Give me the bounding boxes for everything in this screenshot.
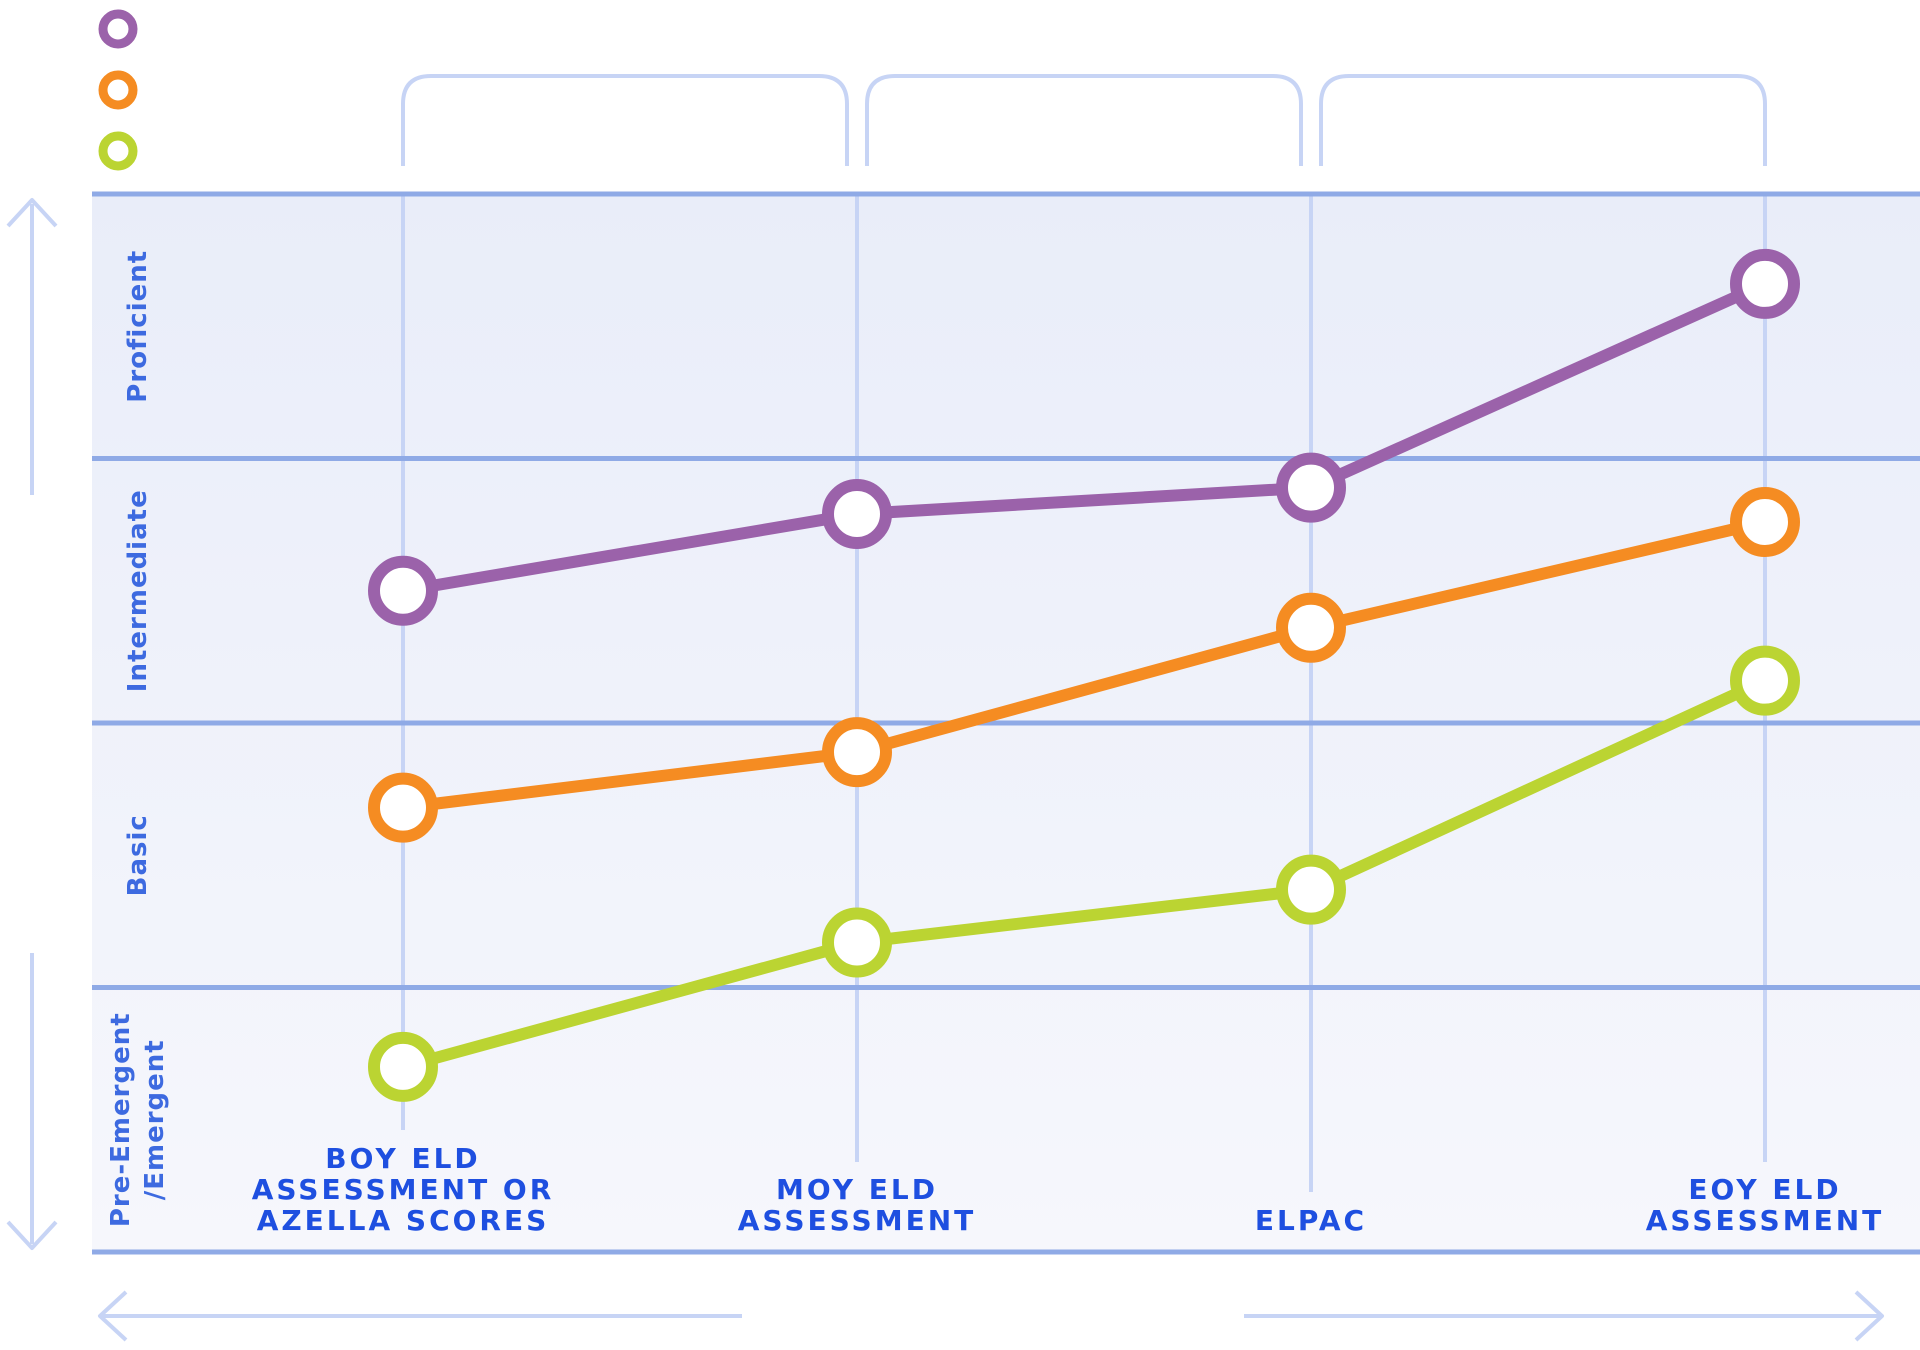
band-label-text: Proficient [123, 250, 153, 403]
series-3-point-3 [1276, 854, 1346, 925]
series-3-point-4 [1730, 645, 1800, 716]
category-label-text: BOY ELD [325, 1142, 480, 1175]
band-label-text: Intermediate [123, 489, 153, 692]
legend-marker-2 [98, 70, 138, 110]
band-label-text: Basic [123, 814, 153, 896]
category-label-text: MOY ELD [776, 1173, 938, 1206]
band-label-2: Basic [123, 814, 153, 896]
series-line-2 [397, 515, 1771, 814]
series-3-point-2 [822, 907, 892, 978]
category-label-text: ASSESSMENT [738, 1204, 976, 1237]
series-2-point-1 [368, 772, 438, 843]
phase-bracket-3 [1319, 74, 1767, 166]
series-line-3 [397, 674, 1771, 1073]
left-arrow-head [98, 1290, 128, 1342]
series-line-1 [397, 277, 1771, 597]
band-label-3: Intermediate [123, 489, 153, 692]
right-arrow-head [1854, 1290, 1884, 1342]
band-label-1: Pre-Emergent/Emergent [106, 1012, 170, 1227]
legend-marker-3 [98, 131, 138, 171]
series-1-point-4 [1730, 248, 1800, 319]
phase-bracket-1 [401, 74, 849, 166]
series-2-point-2 [822, 717, 892, 788]
phase-bracket-2 [865, 74, 1303, 166]
category-label-text: ELPAC [1255, 1204, 1367, 1237]
category-label-text: ASSESSMENT [1646, 1204, 1884, 1237]
series-1-point-2 [822, 479, 892, 550]
legend-marker-1 [98, 9, 138, 49]
category-label-3: ELPAC [1255, 1204, 1367, 1237]
series-1-point-1 [368, 555, 438, 626]
band-label-text: /Emergent [140, 1039, 170, 1200]
series-1-point-3 [1276, 452, 1346, 523]
up-arrow-head [6, 198, 58, 228]
band-label-text: Pre-Emergent [106, 1012, 136, 1227]
series-2-point-4 [1730, 486, 1800, 557]
category-label-text: ASSESSMENT OR [252, 1173, 555, 1206]
category-label-text: EOY ELD [1688, 1173, 1841, 1206]
series-3-point-1 [368, 1031, 438, 1102]
category-label-text: AZELLA SCORES [257, 1204, 550, 1237]
band-label-4: Proficient [123, 250, 153, 403]
down-arrow-head [6, 1220, 58, 1250]
series-2-point-3 [1276, 592, 1346, 663]
